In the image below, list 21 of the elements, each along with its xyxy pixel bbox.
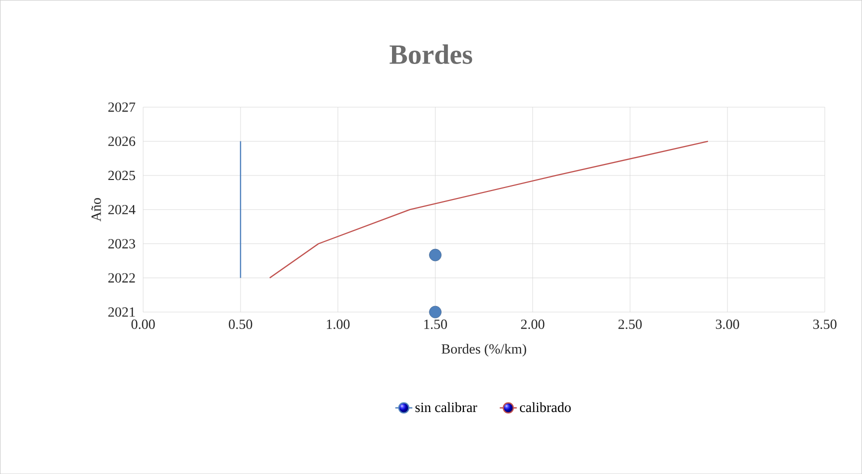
y-tick-label: 2021 [108,307,135,317]
x-tick-label: 2.00 [521,319,544,329]
x-tick-label: 0.50 [228,319,252,329]
x-tick-label: 1.50 [424,319,447,329]
x-tick-label: 3.50 [813,319,836,329]
y-tick-label: 2027 [108,102,136,112]
line-series [269,140,709,278]
y-tick-label: 2025 [108,170,136,180]
x-axis-title: Bordes (%/km) [442,344,526,356]
legend-label: sin calibrar [415,402,478,412]
y-tick-label: 2023 [108,238,136,248]
y-axis-title: Año [91,198,101,222]
y-tick-label: 2024 [108,204,136,214]
y-tick-label: 2022 [108,273,135,283]
x-tick-label: 3.00 [716,319,740,329]
x-tick-label: 2.50 [618,319,642,329]
y-tick-label: 2026 [108,136,136,146]
legend-label: calibrado [520,402,571,412]
chart-title: Bordes [390,44,472,64]
x-tick-label: 1.00 [326,319,350,329]
x-tick-label: 0.00 [131,319,155,329]
